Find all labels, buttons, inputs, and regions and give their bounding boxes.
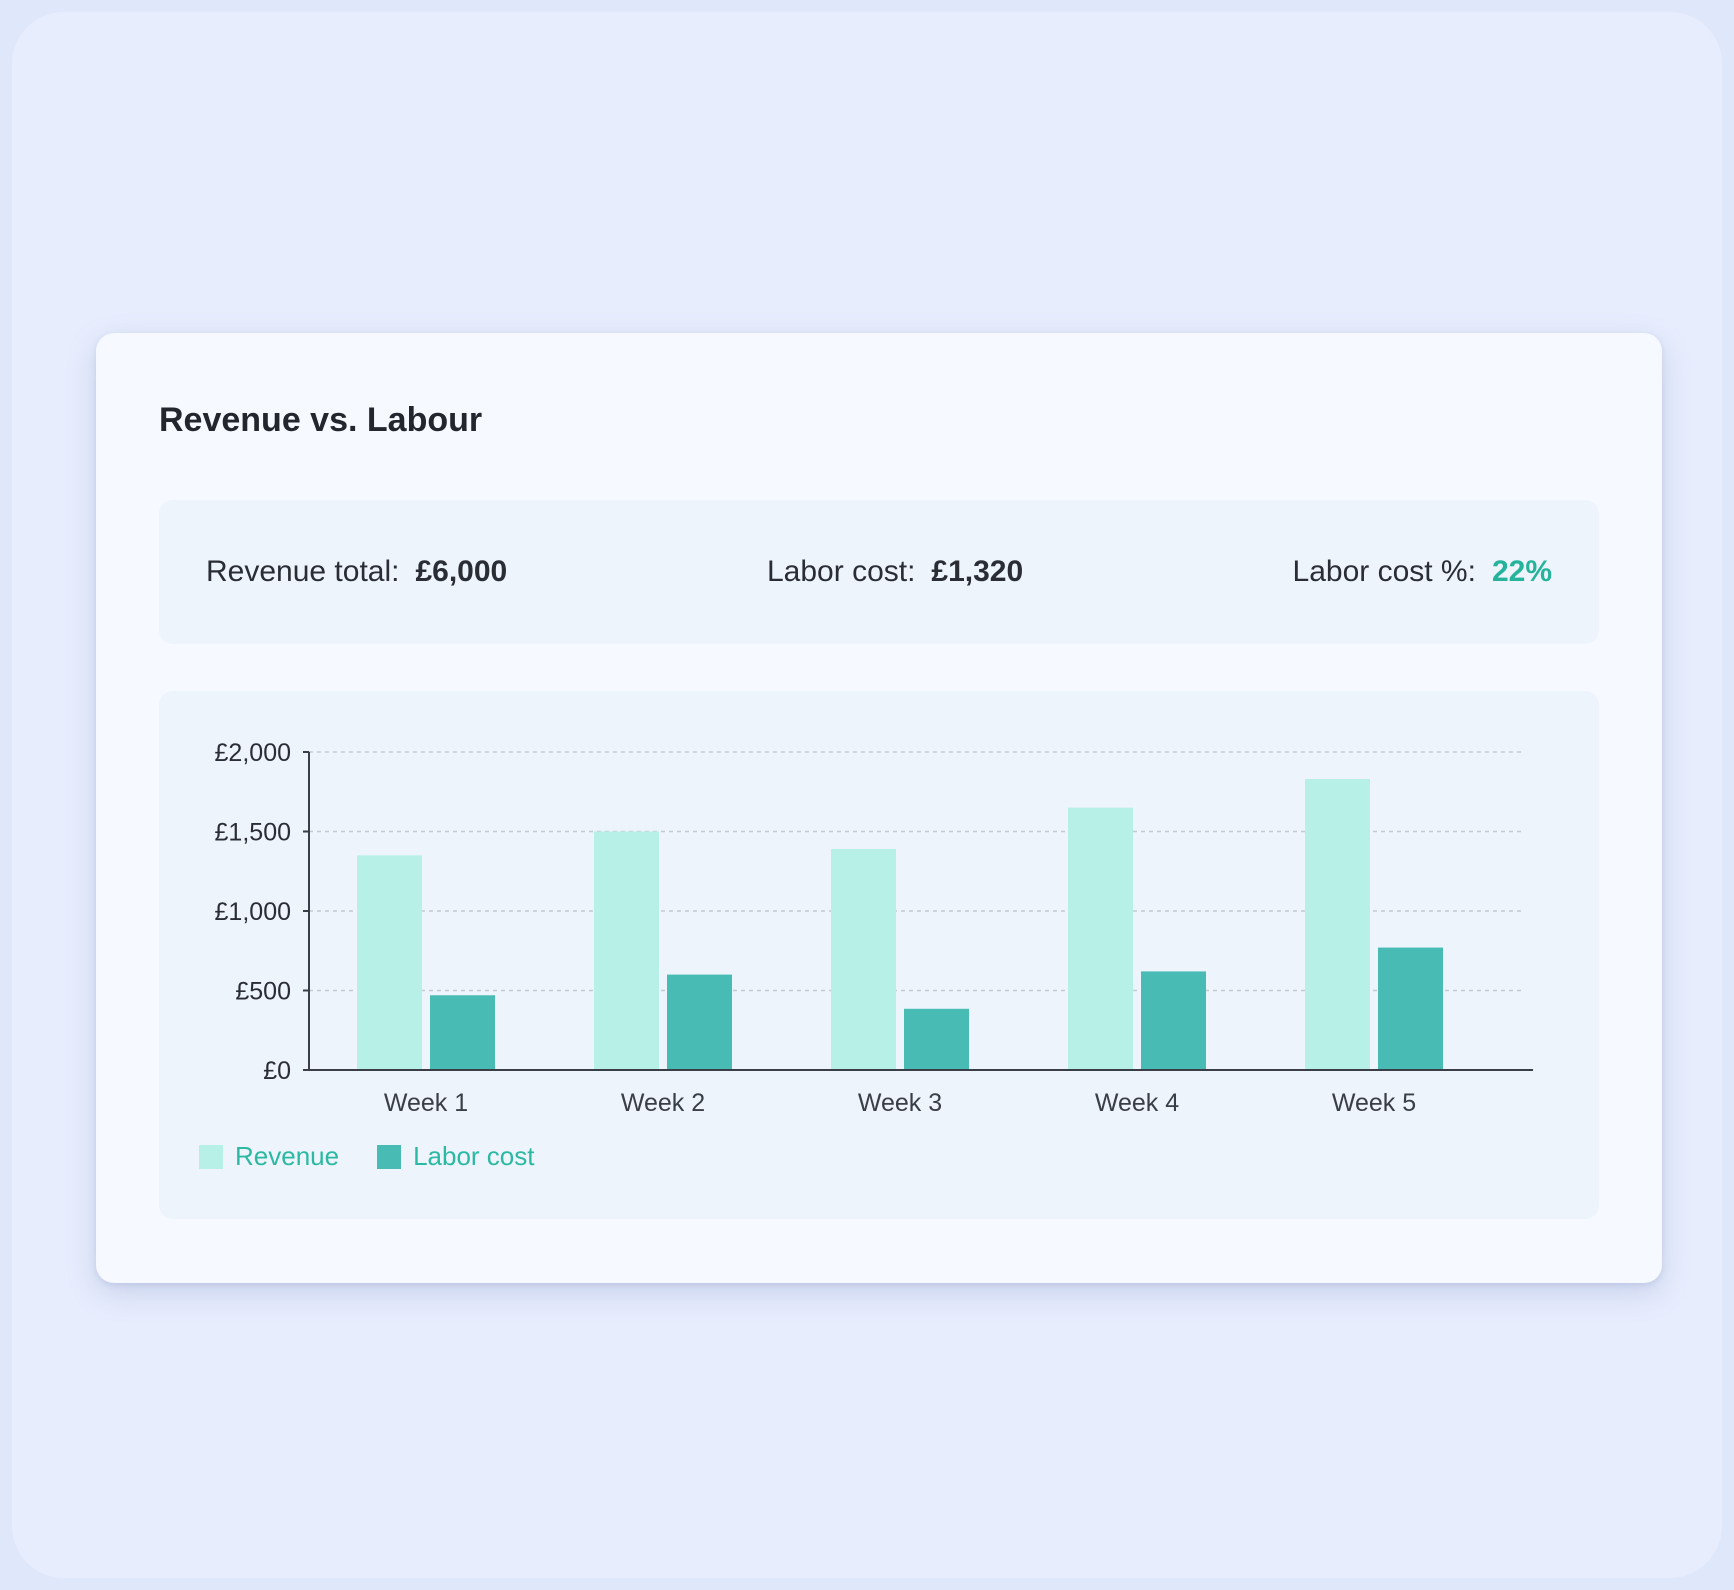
labor-cost-percent-stat: Labor cost %: 22% [1293, 500, 1552, 644]
revenue-labour-card: Revenue vs. Labour Revenue total: £6,000… [96, 333, 1662, 1283]
labor-cost-bar [667, 974, 732, 1070]
revenue-bar [357, 855, 422, 1070]
x-tick-label: Week 1 [384, 1089, 468, 1117]
x-tick-label: Week 3 [858, 1089, 942, 1117]
revenue-bar [831, 848, 896, 1070]
y-tick-label: £1,500 [215, 819, 291, 847]
labor-cost-bar [904, 1008, 969, 1070]
bar-chart: £0 £500 £1,000 £1,500 £2,000 Week 1 Week 2 Week… [215, 739, 1533, 1117]
revenue-bar [594, 831, 659, 1070]
y-tick-label: £1,000 [215, 898, 291, 926]
y-tick-label: £0 [263, 1057, 291, 1085]
axes [303, 751, 1533, 1071]
revenue-bar [1068, 807, 1133, 1070]
labor-cost-bar [1378, 947, 1443, 1070]
legend-item: Revenue [199, 1141, 339, 1172]
labor-cost-value: £1,320 [931, 555, 1024, 588]
chart-panel: £0 £500 £1,000 £1,500 £2,000 Week 1 Week 2 Week… [159, 691, 1599, 1219]
legend-swatch [199, 1144, 223, 1169]
background-frame: Revenue vs. Labour Revenue total: £6,000… [12, 12, 1722, 1578]
summary-panel: Revenue total: £6,000 Labor cost: £1,320… [159, 500, 1599, 644]
labor-cost-label: Labor cost: [767, 555, 916, 588]
y-tick-label: £500 [235, 978, 291, 1006]
legend-item: Labor cost [377, 1141, 534, 1172]
labor-cost-stat: Labor cost: £1,320 [767, 500, 1023, 644]
x-tick-label: Week 4 [1095, 1089, 1179, 1117]
revenue-total-stat: Revenue total: £6,000 [206, 500, 507, 644]
labor-cost-bar [1141, 971, 1206, 1070]
labor-cost-percent-value: 22% [1491, 555, 1552, 588]
legend-label: Revenue [235, 1141, 340, 1171]
labor-cost-bar [430, 995, 495, 1070]
bars [357, 779, 1443, 1070]
legend-label: Labor cost [413, 1141, 535, 1171]
x-tick-label: Week 5 [1332, 1089, 1416, 1117]
tick-labels: £0 £500 £1,000 £1,500 £2,000 Week 1 Week 2 Week… [215, 739, 1417, 1117]
revenue-total-label: Revenue total: [206, 555, 400, 588]
revenue-bar [1305, 779, 1370, 1070]
legend-swatch [377, 1144, 402, 1169]
chart-legend: Revenue Labor cost [199, 1141, 572, 1172]
labor-cost-percent-label: Labor cost %: [1292, 555, 1476, 588]
y-tick-label: £2,000 [215, 739, 291, 767]
revenue-total-value: £6,000 [415, 555, 508, 588]
x-tick-label: Week 2 [621, 1089, 705, 1117]
card-title: Revenue vs. Labour [159, 401, 483, 439]
